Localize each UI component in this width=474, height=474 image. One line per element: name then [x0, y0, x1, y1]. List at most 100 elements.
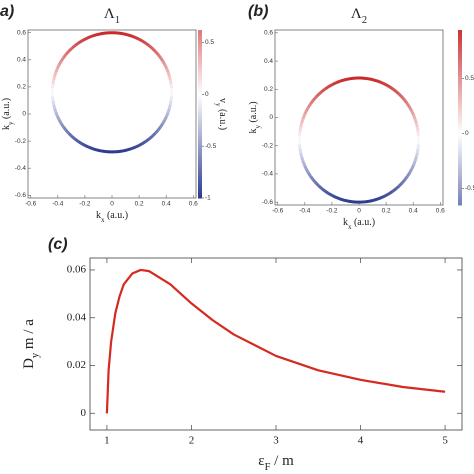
fermi-contour-segment — [380, 81, 386, 86]
colorbar-cell — [458, 158, 462, 162]
colorbar-tick-label: -0.5 — [205, 143, 217, 150]
fermi-contour-segment — [147, 44, 153, 50]
colorbar-cell — [458, 88, 462, 92]
colorbar-cell — [458, 123, 462, 127]
colorbar-tick-label: 0 — [465, 130, 469, 137]
colorbar-cell — [458, 196, 462, 200]
y-axis-label-main: k — [248, 129, 259, 134]
colorbar-label-sub: y — [214, 103, 222, 107]
fermi-contour-segment — [166, 71, 171, 77]
colorbar-cell — [198, 86, 202, 90]
fermi-contour-segment — [144, 41, 150, 47]
y-tick-label: 0 — [81, 407, 87, 419]
fermi-contour-segment — [411, 114, 417, 120]
colorbar-cell — [198, 150, 202, 154]
fermi-contour-segment — [167, 104, 172, 110]
colorbar-cell — [458, 91, 462, 95]
fermi-contour-segment — [415, 148, 420, 154]
colorbar-tick-label: 0 — [205, 91, 209, 98]
colorbar-cell — [458, 59, 462, 63]
fermi-contour-segment — [397, 182, 404, 188]
colorbar-cell — [198, 66, 202, 70]
fermi-contour-segment — [158, 122, 164, 129]
fermi-contour-segment — [74, 41, 80, 47]
plot-frame — [274, 29, 444, 206]
fermi-contour-segment — [394, 184, 401, 191]
fermi-contour-segment — [51, 79, 56, 85]
colorbar-cell — [458, 44, 462, 48]
x-tick-label: 0.6 — [189, 201, 198, 208]
colorbar-cell — [198, 114, 202, 118]
colorbar-cell — [198, 105, 202, 109]
fermi-contour-segment — [56, 115, 61, 122]
colorbar-cell — [198, 156, 202, 160]
fermi-contour-segment — [412, 160, 417, 166]
fermi-contour-segment — [77, 39, 83, 45]
fermi-contour-segment — [415, 126, 420, 132]
fermi-contour-segment — [403, 99, 409, 105]
x-tick-label: 0.2 — [382, 208, 391, 215]
colorbar-cell — [198, 172, 202, 177]
colorbar-cell — [198, 44, 202, 48]
colorbar-cell — [198, 128, 202, 132]
panel-title-main: Λ — [104, 6, 115, 22]
colorbar-cell — [198, 63, 202, 67]
colorbar-cell — [198, 83, 202, 87]
fermi-contour-segment — [413, 156, 418, 162]
colorbar-cell — [458, 38, 462, 43]
fermi-contour-segment — [340, 197, 346, 202]
fermi-contour-segment — [372, 78, 378, 83]
fermi-contour-segment — [300, 156, 305, 162]
colorbar-cell — [198, 58, 202, 62]
fermi-contour-segment — [414, 122, 419, 128]
fermi-contour-segment — [137, 37, 143, 43]
fermi-contour-segment — [376, 196, 383, 201]
panel-title: Λ1 — [104, 6, 120, 25]
y-tick-label: -0.4 — [15, 165, 27, 172]
colorbar-cell — [458, 111, 462, 116]
colorbar-cell — [458, 117, 462, 121]
fermi-contour-segment — [387, 190, 394, 196]
x-axis-label-unit: (a.u.) — [351, 217, 375, 228]
fermi-contour-segment — [65, 49, 71, 56]
fermi-contour-segment — [93, 147, 99, 152]
fermi-contour-segment — [307, 102, 313, 109]
y-tick-label: -0.2 — [15, 138, 27, 145]
colorbar-cell — [458, 41, 462, 46]
fermi-contour-segment — [62, 53, 68, 59]
y-axis-label-unit: (a.u.) — [248, 101, 259, 125]
colorbar-cell — [458, 140, 462, 145]
colorbar-cell — [458, 70, 462, 75]
fermi-contour-segment — [51, 100, 56, 106]
fermi-contour-segment — [81, 142, 87, 148]
colorbar-cell — [458, 152, 462, 156]
colorbar-cell — [458, 120, 462, 124]
fermi-contour-segment — [332, 194, 338, 200]
fermi-contour-segment — [380, 194, 386, 200]
y-axis-label-sub: y — [254, 125, 262, 129]
fermi-contour-segment — [126, 147, 132, 152]
fermi-contour-segment — [53, 71, 58, 77]
colorbar-cell — [458, 114, 462, 118]
fermi-contour-segment — [408, 168, 414, 174]
colorbar-cell — [198, 108, 202, 112]
fermi-contour-segment — [303, 110, 308, 116]
colorbar-cell — [458, 67, 462, 72]
colorbar-cell — [198, 116, 202, 121]
fermi-contour-segment — [369, 198, 374, 203]
x-tick-label: 3 — [273, 435, 279, 447]
fermi-contour-segment — [168, 100, 173, 105]
fermi-contour-segment — [52, 75, 57, 81]
fermi-contour-segment — [300, 118, 305, 124]
x-tick-label: -0.6 — [25, 201, 37, 208]
panel-title: Λ2 — [351, 6, 367, 25]
fermi-contour-segment — [298, 148, 303, 154]
colorbar-cell — [198, 111, 202, 115]
colorbar-cell — [458, 178, 462, 183]
colorbar-cell — [458, 56, 462, 60]
colorbar-cell — [458, 62, 462, 66]
fermi-contour-segment — [372, 197, 379, 202]
colorbar-cell — [198, 122, 202, 126]
colorbar-cell — [198, 142, 202, 146]
fermi-contour-segment — [299, 122, 304, 128]
